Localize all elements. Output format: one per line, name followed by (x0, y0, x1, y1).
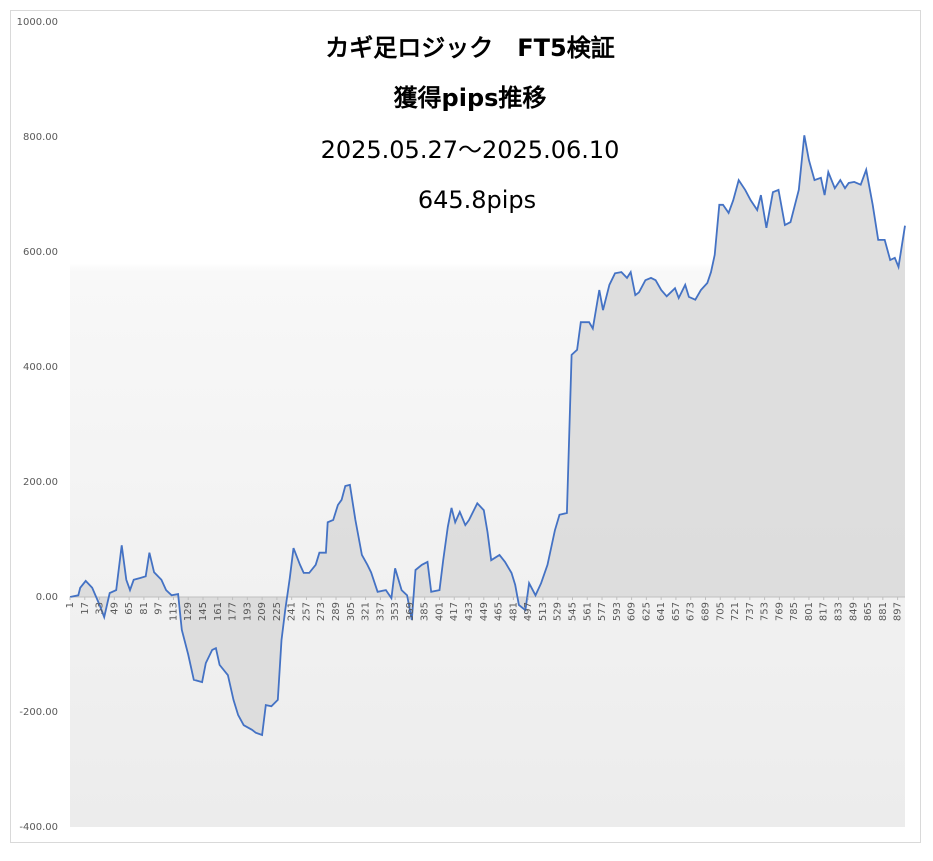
y-tick-label: 200.00 (23, 477, 58, 488)
x-tick-label: 625 (641, 602, 652, 621)
x-tick-label: 785 (789, 602, 800, 621)
x-tick-label: 465 (494, 602, 505, 621)
x-tick-label: 1 (65, 602, 76, 608)
x-tick-label: 529 (553, 602, 564, 621)
y-tick-label: 0.00 (36, 592, 58, 603)
x-tick-label: 753 (760, 602, 771, 621)
x-tick-label: 833 (833, 602, 844, 621)
x-tick-label: 881 (878, 602, 889, 621)
y-tick-label: 600.00 (23, 247, 58, 258)
x-tick-label: 225 (272, 602, 283, 621)
x-tick-label: 49 (109, 602, 120, 615)
total: 645.8pips (418, 186, 536, 214)
line (69, 135, 906, 737)
x-tick-label: 593 (612, 602, 623, 621)
x-tick-label: 241 (287, 602, 298, 621)
x-tick-label: 849 (848, 602, 859, 621)
x-tick-label: 353 (390, 602, 401, 621)
y-tick-label: 1000.00 (17, 17, 58, 28)
y-tick-label: 800.00 (23, 132, 58, 143)
x-tick-label: 81 (139, 602, 150, 615)
x-tick-label: 209 (257, 602, 268, 621)
x-tick-label: 481 (508, 602, 519, 621)
x-tick-label: 385 (420, 602, 431, 621)
x-tick-label: 177 (228, 602, 239, 621)
area (70, 135, 905, 736)
x-tick-label: 305 (346, 602, 357, 621)
x-tick-label: 273 (316, 602, 327, 621)
x-tick-label: 337 (375, 602, 386, 621)
x-tick-label: 97 (154, 602, 165, 615)
x-tick-label: 193 (242, 602, 253, 621)
x-tick-label: 721 (730, 602, 741, 621)
x-tick-label: 401 (434, 602, 445, 621)
chart-title: カギ足ロジック FT5検証 (325, 34, 614, 62)
x-tick-label: 513 (538, 602, 549, 621)
x-tick-label: 817 (819, 602, 830, 621)
x-tick-label: 673 (686, 602, 697, 621)
x-tick-label: 609 (627, 602, 638, 621)
x-tick-label: 657 (671, 602, 682, 621)
x-tick-label: 737 (745, 602, 756, 621)
x-tick-label: 865 (863, 602, 874, 621)
period: 2025.05.27～2025.06.10 (321, 136, 620, 164)
x-tick-label: 321 (361, 602, 372, 621)
x-tick-label: 561 (582, 602, 593, 621)
x-tick-label: 545 (567, 602, 578, 621)
x-tick-label: 289 (331, 602, 342, 621)
x-tick-label: 113 (168, 602, 179, 621)
x-tick-label: 33 (95, 602, 106, 615)
x-tick-label: 257 (301, 602, 312, 621)
x-tick-label: 897 (893, 602, 904, 621)
x-tick-label: 641 (656, 602, 667, 621)
y-tick-label: 400.00 (23, 362, 58, 373)
x-tick-label: 417 (449, 602, 460, 621)
x-tick-label: 801 (804, 602, 815, 621)
y-tick-label: -200.00 (19, 707, 58, 718)
x-tick-label: 449 (479, 602, 490, 621)
x-tick-label: 129 (183, 602, 194, 621)
x-tick-label: 577 (597, 602, 608, 621)
x-tick-label: 769 (774, 602, 785, 621)
x-tick-label: 433 (464, 602, 475, 621)
x-tick-label: 689 (700, 602, 711, 621)
y-tick-label: -400.00 (19, 822, 58, 833)
x-tick-label: 161 (213, 602, 224, 621)
x-tick-label: 65 (124, 602, 135, 615)
x-tick-label: 145 (198, 602, 209, 621)
chart-subtitle: 獲得pips推移 (394, 84, 547, 112)
x-tick-label: 497 (523, 602, 534, 621)
x-tick-label: 369 (405, 602, 416, 621)
x-tick-label: 705 (715, 602, 726, 621)
x-tick-label: 17 (80, 602, 91, 615)
